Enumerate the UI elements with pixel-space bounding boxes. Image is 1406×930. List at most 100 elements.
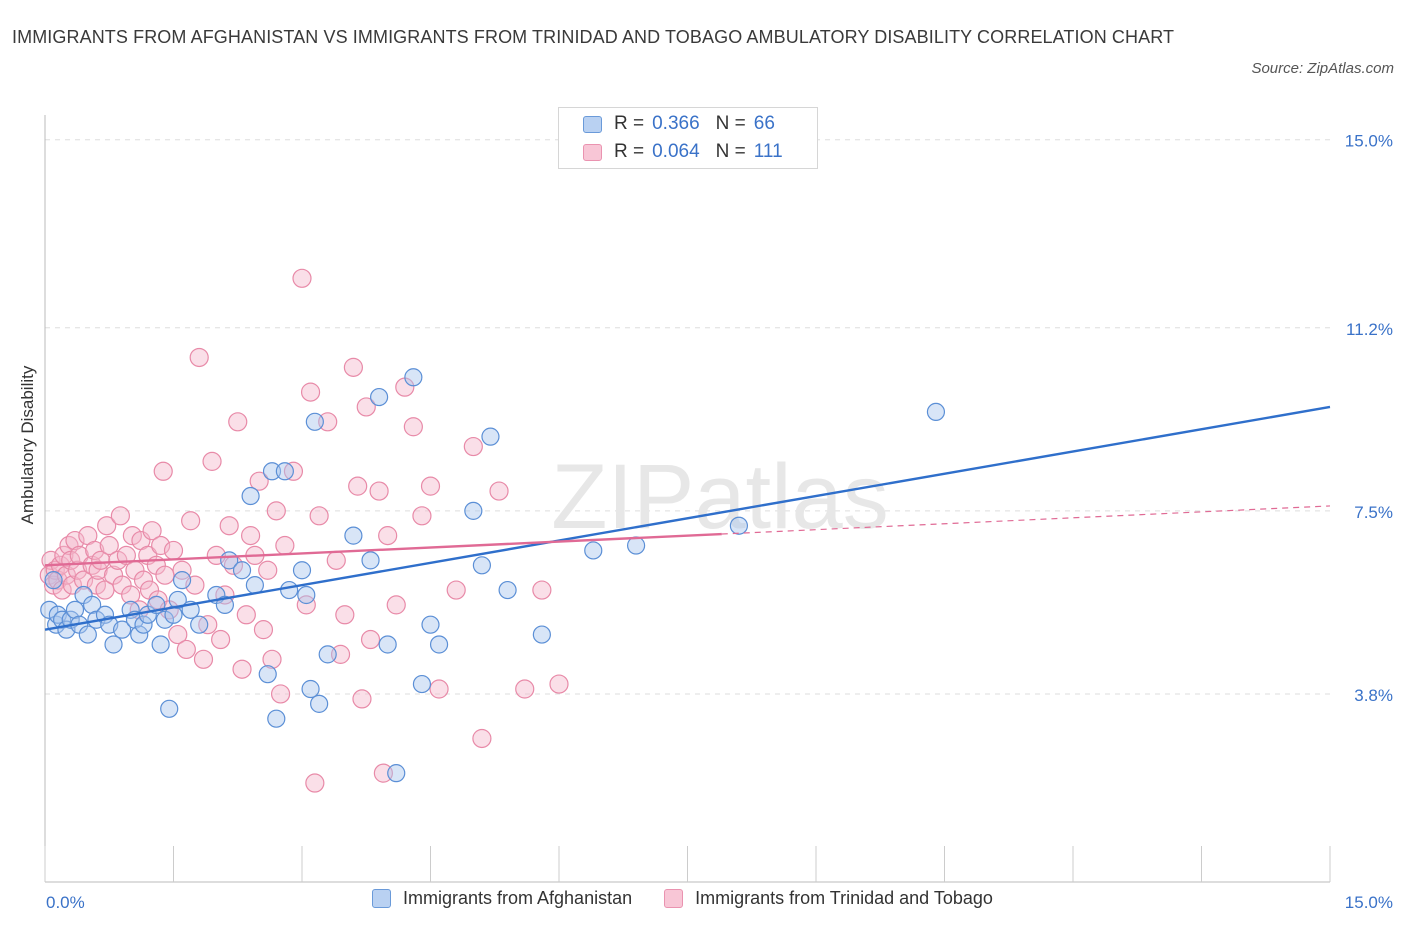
data-point [110,506,130,526]
y-axis-label-wrap: Ambulatory Disability [16,300,40,590]
data-point [262,462,282,481]
axes [44,115,1331,883]
pink-series-points [39,268,569,793]
data-point [370,387,389,407]
data-point [258,560,278,580]
data-point [275,462,294,481]
series-legend-label: Immigrants from Trinidad and Tobago [695,888,993,908]
data-point [369,481,389,501]
data-point [330,644,351,664]
data-point [163,540,184,561]
data-point [219,516,239,536]
data-point [151,535,171,556]
data-point [73,570,94,590]
legend-r-label: R = [614,113,645,134]
data-point [116,545,136,566]
y-tick-label: 3.8% [1354,686,1393,705]
legend-swatch-pink [583,143,602,161]
data-point [373,763,393,783]
data-point [40,600,59,619]
data-point [301,679,320,699]
data-point [626,536,646,555]
data-point [65,530,85,551]
y-tick-label: 11.2% [1346,320,1393,339]
data-point [232,561,252,580]
y-tick-label: 15.0% [1345,132,1393,151]
data-point [262,649,282,669]
blue-series-points [40,368,946,783]
data-point [481,427,500,446]
data-point [211,629,231,650]
grid-lines [45,139,1330,695]
data-point [361,551,380,570]
data-point [155,565,175,585]
data-point [429,635,449,654]
data-point [44,571,63,590]
data-point [318,412,338,432]
data-point [142,521,162,541]
data-point [403,417,423,437]
series-legend-label: Immigrants from Afghanistan [403,888,633,908]
series-swatch-pink [664,889,684,908]
trend-line-trinidad [44,532,722,567]
legend-n-label: N = [715,141,746,162]
data-point [160,699,179,718]
data-point [429,679,449,699]
data-point [275,535,295,556]
legend-r-value: 0.366 [652,113,700,134]
data-point [155,610,175,629]
data-point [65,600,85,619]
data-point [420,476,441,496]
legend-row-blue: R = 0.366 N = 66 [583,112,775,136]
data-point [305,412,324,431]
data-point [387,764,406,783]
data-point [228,412,248,432]
data-point [292,268,312,288]
data-point [91,550,111,570]
data-point [121,585,141,605]
data-point [78,625,97,644]
legend-row-pink: R = 0.064 N = 111 [583,140,783,164]
data-point [729,516,749,535]
data-point [515,679,535,699]
y-tick-label: 7.5% [1354,503,1393,522]
data-point [309,506,329,526]
data-point [236,605,256,625]
data-point [168,590,187,610]
legend-n-value: 66 [753,113,775,134]
data-point [190,615,209,634]
data-point [297,585,316,605]
data-point [549,674,569,694]
data-point [134,615,153,634]
data-point [104,635,123,654]
data-point [266,501,286,521]
data-point [153,461,173,481]
trend-lines [44,405,1331,631]
legend-n-label: N = [715,113,746,134]
data-point [532,625,551,644]
data-point [151,635,170,654]
data-point [335,605,355,625]
data-point [310,694,329,713]
legend-n-value: 111 [753,141,783,162]
data-point [532,580,552,600]
data-point [168,624,188,645]
data-point [130,625,149,644]
data-point [412,506,432,526]
data-point [133,570,154,590]
data-point [463,436,483,457]
data-point [241,526,261,546]
data-point [378,526,398,546]
data-point [421,615,440,634]
x-tick-label: 15.0% [1345,893,1393,912]
data-point [344,526,363,545]
data-point [352,689,372,709]
series-legend-item-trinidad: Immigrants from Trinidad and Tobago [664,888,993,909]
data-point [296,595,316,615]
data-point [97,516,117,536]
data-point [348,476,368,496]
data-point [326,550,346,570]
data-point [215,595,234,614]
legend-swatch-blue [583,115,602,133]
